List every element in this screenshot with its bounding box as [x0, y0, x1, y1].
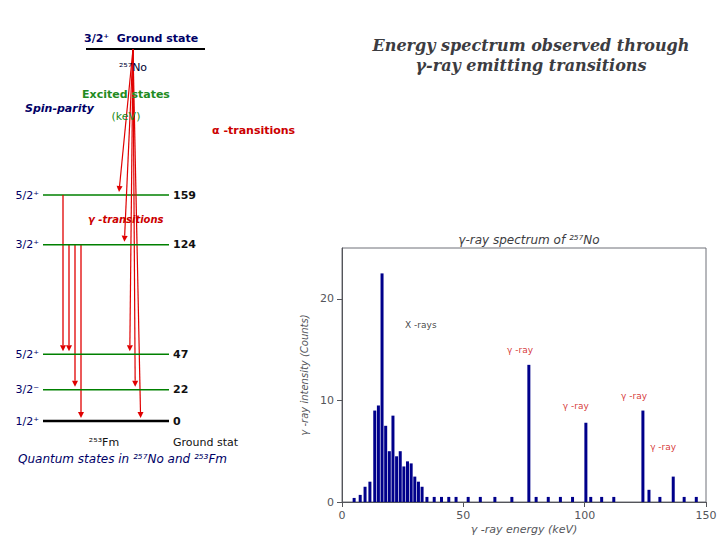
svg-text:159: 159 — [173, 189, 196, 202]
svg-text:γ -ray: γ -ray — [650, 442, 677, 452]
svg-text:Spin-parity: Spin-parity — [25, 102, 95, 115]
svg-text:γ-ray emitting transitions: γ-ray emitting transitions — [416, 56, 647, 75]
svg-text:47: 47 — [173, 348, 188, 361]
svg-text:α -transitions: α -transitions — [212, 124, 296, 137]
svg-text:γ -ray energy (keV): γ -ray energy (keV) — [471, 523, 578, 536]
svg-text:γ-ray spectrum of ²⁵⁷No: γ-ray spectrum of ²⁵⁷No — [458, 233, 599, 247]
svg-text:50: 50 — [456, 509, 470, 522]
svg-text:3/2⁺ Ground state: 3/2⁺ Ground state — [84, 32, 198, 45]
svg-text:γ -ray intensity (Counts): γ -ray intensity (Counts) — [299, 314, 310, 435]
svg-text:γ -transitions: γ -transitions — [88, 214, 164, 225]
svg-text:124: 124 — [173, 238, 196, 251]
svg-text:100: 100 — [574, 509, 595, 522]
svg-text:Energy spectrum observed throu: Energy spectrum observed through — [372, 36, 690, 55]
svg-text:Excited states: Excited states — [82, 88, 170, 101]
svg-text:(keV): (keV) — [112, 110, 141, 123]
svg-text:0: 0 — [327, 496, 334, 509]
svg-text:Ground stat: Ground stat — [173, 436, 239, 449]
svg-text:γ -ray: γ -ray — [563, 401, 590, 411]
svg-text:3/2⁺: 3/2⁺ — [15, 238, 39, 251]
svg-text:5/2⁺: 5/2⁺ — [15, 189, 39, 202]
svg-text:X -rays: X -rays — [405, 320, 437, 330]
svg-text:20: 20 — [320, 292, 334, 305]
svg-text:²⁵⁷No: ²⁵⁷No — [119, 61, 147, 74]
svg-text:5/2⁺: 5/2⁺ — [15, 348, 39, 361]
svg-text:0: 0 — [173, 415, 181, 428]
svg-text:γ -ray: γ -ray — [507, 345, 534, 355]
svg-text:22: 22 — [173, 383, 188, 396]
svg-text:γ -ray: γ -ray — [621, 391, 648, 401]
svg-text:150: 150 — [696, 509, 717, 522]
svg-text:²⁵³Fm: ²⁵³Fm — [89, 436, 119, 449]
svg-text:0: 0 — [339, 509, 346, 522]
svg-text:10: 10 — [320, 394, 334, 407]
svg-text:3/2⁻: 3/2⁻ — [15, 383, 39, 396]
svg-text:1/2⁺: 1/2⁺ — [15, 415, 39, 428]
svg-text:Quantum states in ²⁵⁷No and ²⁵: Quantum states in ²⁵⁷No and ²⁵³Fm — [18, 452, 227, 466]
